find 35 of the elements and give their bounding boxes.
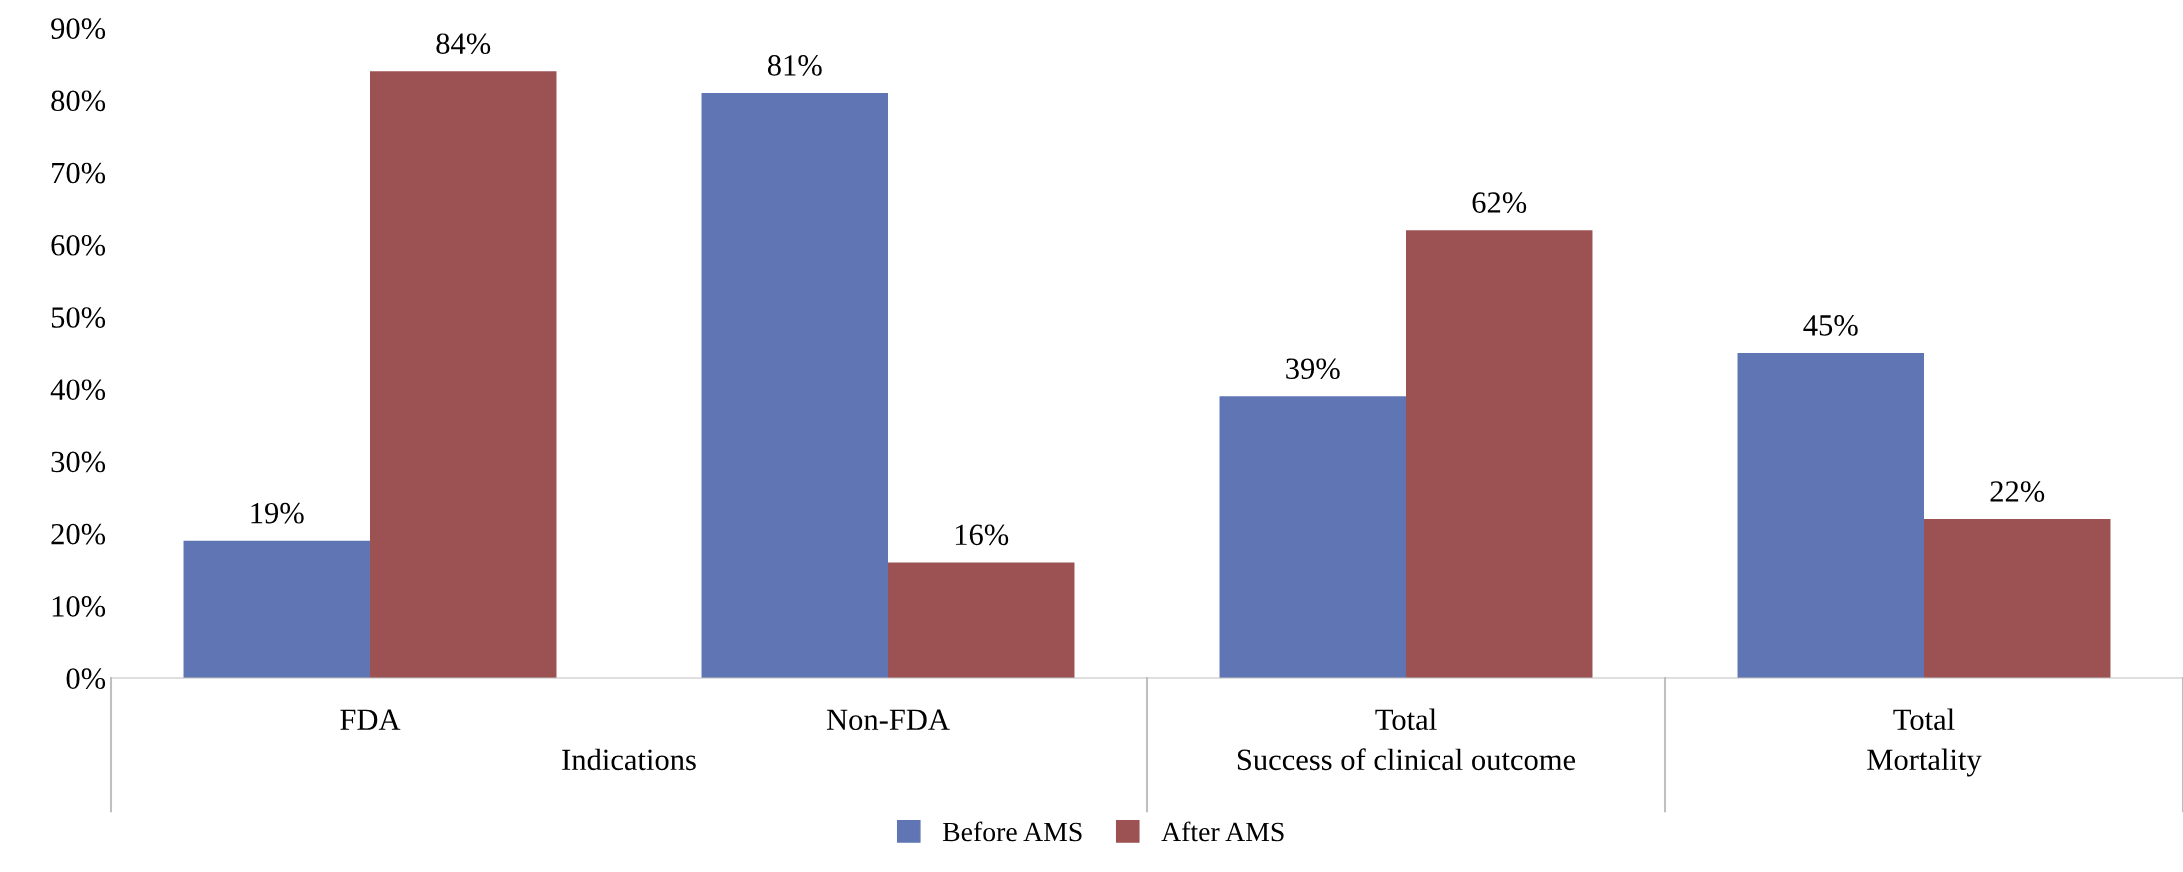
text: Indications [562, 748, 696, 771]
text: Success of clinical outcome [1237, 748, 1576, 771]
y-tick-label: 70% [52, 162, 106, 184]
data-label: 81% [767, 55, 822, 76]
y-tick-label: 90% [51, 18, 106, 39]
y-tick-label: 0% [66, 668, 106, 689]
bar [888, 562, 1075, 678]
y-tick-label: 60% [51, 234, 106, 256]
data-label: 39% [1286, 358, 1340, 380]
x-tick-label: Total [1375, 708, 1437, 731]
y-tick-label: 80% [51, 90, 106, 112]
data-label: 84% [436, 33, 491, 55]
bar [1219, 396, 1406, 678]
y-tick-label: 50% [51, 307, 106, 328]
bar [1924, 519, 2111, 678]
y-tick-label: 10% [52, 596, 106, 617]
data-label: 45% [1803, 315, 1858, 336]
x-tick-label: Total [1893, 708, 1955, 731]
legend-label: Before AMS [942, 821, 1082, 842]
x-tick-label: FDA [340, 709, 401, 730]
y-tick-label: 40% [50, 379, 106, 401]
data-label: 22% [1990, 481, 2045, 502]
bar [1737, 353, 1924, 678]
data-label: 19% [251, 502, 304, 524]
bar [701, 93, 888, 678]
data-label: 16% [955, 524, 1009, 546]
y-tick-label: 30% [51, 451, 106, 473]
legend-label: After AMS [1161, 821, 1284, 842]
x-tick-label: Non-FDA [826, 709, 950, 731]
bar [370, 71, 557, 678]
bar [183, 540, 370, 678]
data-label: 62% [1472, 192, 1527, 213]
bar [1406, 230, 1593, 678]
y-tick-label: 20% [51, 523, 106, 545]
text: Mortality [1867, 748, 1982, 777]
